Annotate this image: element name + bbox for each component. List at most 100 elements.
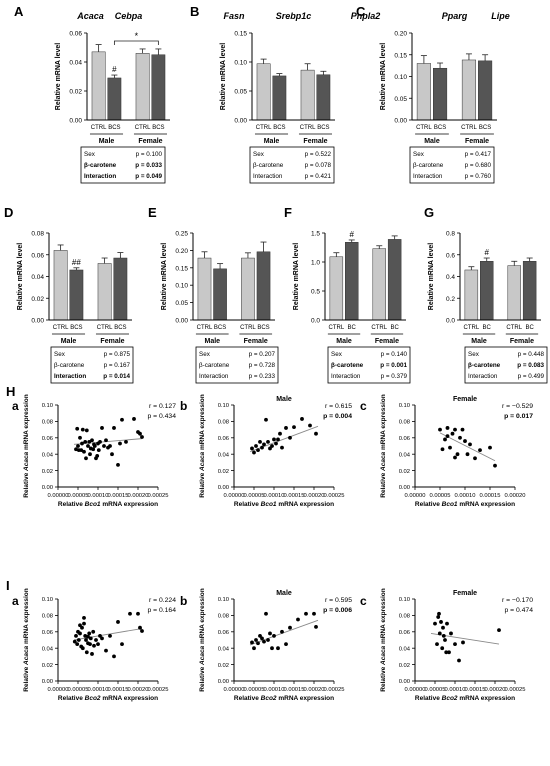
data-point [86,634,90,639]
bar [329,256,344,321]
data-point [138,625,142,630]
y-tick-label: 0.00 [42,679,53,685]
x-tick-label: 0.00025 [148,493,169,499]
scatter-chart-ha: a0.000.020.040.060.080.100.00000 0.00005 0… [12,394,176,508]
data-point [104,648,108,653]
data-point [300,417,304,421]
data-point [82,621,86,626]
x-tick-label: CTRL [91,125,107,131]
stats-p-value: p = 0.207 [249,351,276,358]
data-point [84,638,88,642]
data-point [280,629,284,634]
data-point [460,427,465,432]
bar [345,242,359,321]
data-point [84,428,89,433]
x-tick-label: CTRL [300,125,316,131]
chart-title: Male [276,590,292,597]
x-tick-label: BCS [273,125,285,131]
y-tick-label: 0.00 [175,318,188,325]
data-point [488,445,492,450]
bracket-mark: * [135,31,139,41]
data-point [92,643,96,648]
x-tick-label: BC [525,325,534,331]
y-tick-label: 0.10 [218,403,229,409]
chart-title: Fasn [223,11,245,21]
stats-box [249,146,335,184]
data-point [78,623,82,628]
group-label: Female [100,338,124,345]
y-tick-label: 0.04 [218,646,230,652]
bar [387,239,402,321]
y-tick-label: 0.06 [218,436,229,442]
bar [135,53,150,121]
y-tick-label: 0.10 [218,597,229,603]
y-tick-label: 0.08 [42,420,53,426]
data-point [260,636,264,641]
data-point [72,639,77,644]
x-tick-label: BCS [152,125,164,131]
data-point [78,631,82,636]
data-point [458,435,462,440]
data-point [116,620,120,624]
stats-label: Sex [54,351,66,358]
data-point [132,417,136,421]
x-tick-label: 0.00010 [455,493,476,499]
x-tick-label: BCS [108,125,120,131]
chart-title: Pnpla2 [351,11,381,21]
x-tick-label: BC [390,325,399,331]
y-tick-label: 0.08 [218,614,229,620]
panel-letter: B [190,4,199,19]
bar-chart-g: G Lipe 0.0 0.2 0.4 0.6 0.8 Relative mRNA level C… [424,11,548,384]
scatter-chart-ia: a0.000.020.040.060.080.100.00000 0.00005 0… [12,588,176,702]
y-tick-label: 0.05 [234,89,247,96]
bar [241,257,255,321]
data-point [270,646,274,651]
stats-label: Interaction [84,173,116,180]
data-point [260,445,264,450]
chart-title: Srebp1c [276,11,312,21]
y-tick-label: 0.8 [446,231,455,238]
data-point [288,625,292,630]
x-tick-label: 0.00025 [324,687,345,693]
stats-label: Interaction [253,173,283,180]
panel-letter: a [12,594,19,608]
y-axis-label: Relative mRNA level [380,43,387,110]
data-point [274,441,278,446]
data-point [463,439,467,443]
stats-p-value: p = 0.100 [136,151,163,158]
y-tick-label: 0.10 [234,60,247,67]
data-point [87,631,92,636]
data-point [84,456,88,461]
x-tick-label: 0.00025 [148,687,169,693]
stats-p-value: p = 0.875 [104,351,131,358]
data-point [136,611,140,616]
significance-mark: # [485,248,490,257]
bar [478,60,493,121]
y-tick-label: 0.02 [399,663,410,669]
data-point [258,440,262,444]
data-point [468,442,472,447]
x-tick-label: BC [348,325,357,331]
data-point [266,638,270,642]
y-tick-label: 0.10 [399,403,410,409]
y-tick-label: 1.5 [311,231,320,238]
y-axis-label: Relative Acaca mRNA expression [199,394,206,497]
y-axis-label: Relative mRNA level [293,243,300,310]
y-tick-label: 0.04 [69,60,82,67]
stats-p-value: p = 0.760 [465,173,492,180]
y-tick-label: 0.00 [31,318,44,325]
data-point [453,455,457,460]
data-point [254,444,258,448]
bar-chart-c: C Pparg 0.00 0.05 0.10 0.15 0.20 Relative mRNA … [356,4,497,184]
data-point [80,427,85,432]
y-tick-label: 0.2 [446,296,455,303]
y-tick-label: 0.15 [234,31,247,38]
data-point [280,445,284,450]
correlation-r: r = 0.595 [325,597,352,604]
section-letter-h: H [6,384,15,399]
x-tick-label: 0.00015 [284,493,305,499]
data-point [438,427,442,432]
data-point [124,440,128,444]
